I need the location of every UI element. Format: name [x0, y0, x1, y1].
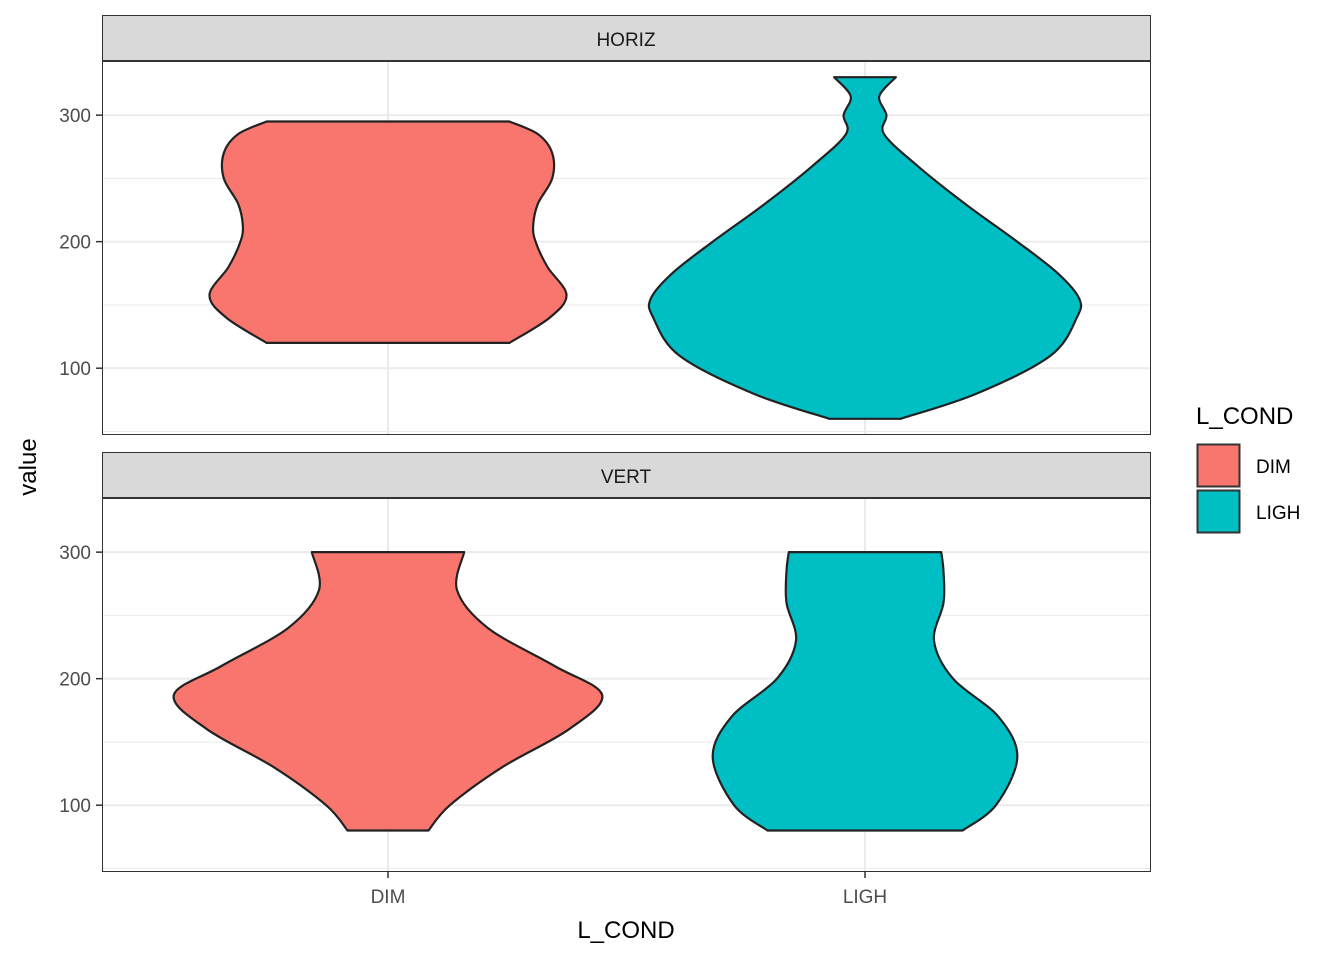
- y-axis: 100 200 300: [59, 106, 102, 380]
- y-tick-label: 200: [59, 233, 91, 254]
- y-tick-label: 200: [59, 670, 91, 691]
- x-axis: DIM LIGH: [371, 872, 887, 908]
- violin-horiz-ligh: [647, 76, 1083, 420]
- violin-vert-ligh: [711, 551, 1019, 832]
- legend-label-ligh: LIGH: [1256, 503, 1300, 524]
- legend-label-dim: DIM: [1256, 457, 1291, 478]
- y-tick-label: 100: [59, 796, 91, 817]
- legend-swatch-ligh: [1196, 489, 1241, 534]
- y-tick-label: 100: [59, 359, 91, 380]
- panel-border: [102, 61, 1151, 435]
- legend: L_COND DIM LIGH: [1196, 403, 1300, 534]
- x-tick-label: DIM: [371, 887, 406, 908]
- facet-strip-label: VERT: [601, 467, 652, 488]
- y-tick-label: 300: [59, 543, 91, 564]
- facet-panel-vert: VERT 100 200 300: [59, 452, 1151, 872]
- x-axis-title: L_COND: [577, 917, 674, 944]
- x-tick-label: LIGH: [843, 887, 887, 908]
- y-axis-title: value: [15, 438, 42, 495]
- violin-horiz-dim: [208, 120, 568, 344]
- panel-violins: [172, 551, 1019, 832]
- legend-title: L_COND: [1196, 403, 1293, 430]
- panel-violins: [208, 76, 1083, 420]
- panel-border: [102, 498, 1151, 872]
- y-axis: 100 200 300: [59, 543, 102, 817]
- facet-strip-label: HORIZ: [596, 30, 656, 51]
- facet-panel-horiz: HORIZ 100 200 300: [59, 15, 1151, 435]
- legend-swatch-dim: [1196, 443, 1241, 488]
- y-tick-label: 300: [59, 106, 91, 127]
- facet-strip: [102, 452, 1151, 498]
- facet-strip: [102, 15, 1151, 61]
- violin-vert-dim: [172, 551, 604, 832]
